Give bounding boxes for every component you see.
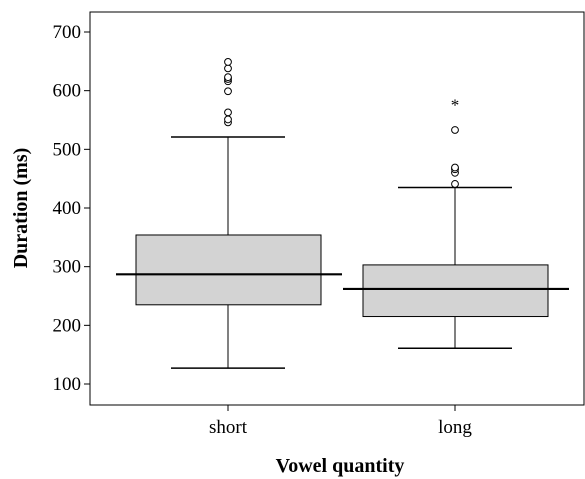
y-tick-label-100: 100 xyxy=(53,374,82,395)
outlier-point xyxy=(224,115,232,124)
x-tick-label-short: short xyxy=(209,417,248,438)
box-short xyxy=(116,58,342,369)
y-tick-label-300: 300 xyxy=(53,257,82,278)
outlier-point xyxy=(451,126,459,134)
iqr-box xyxy=(135,234,322,306)
x-tick-label-long: long xyxy=(438,417,472,438)
outlier-point xyxy=(224,64,232,73)
extreme-point: * xyxy=(451,96,460,115)
y-tick-label-400: 400 xyxy=(53,198,82,219)
outlier-point xyxy=(451,163,459,172)
plot-area xyxy=(89,11,585,406)
outlier-point xyxy=(224,58,232,66)
outlier-point xyxy=(451,180,459,188)
y-tick-label-500: 500 xyxy=(53,139,82,160)
boxes: * xyxy=(116,58,569,369)
outlier-point xyxy=(224,73,232,82)
x-axis: short long xyxy=(209,405,472,438)
y-axis-title: Duration (ms) xyxy=(10,148,32,269)
y-tick-label-200: 200 xyxy=(53,315,82,336)
box-long: * xyxy=(343,96,569,349)
outlier-point xyxy=(224,87,232,96)
iqr-box xyxy=(362,264,549,318)
y-axis: 100 200 300 400 500 600 700 xyxy=(53,22,90,395)
y-tick-label-600: 600 xyxy=(53,81,82,102)
y-tick-label-700: 700 xyxy=(53,22,82,43)
x-axis-title: Vowel quantity xyxy=(276,455,405,477)
outlier-point xyxy=(224,108,232,117)
